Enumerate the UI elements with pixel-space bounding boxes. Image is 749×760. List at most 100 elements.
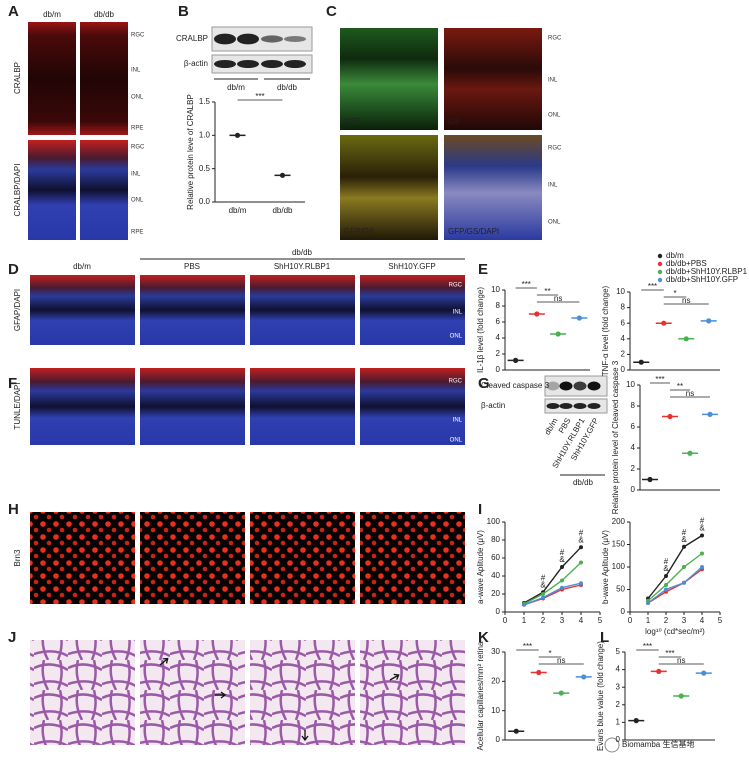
y-tick-label: 100 <box>487 517 501 526</box>
sig-label: & <box>663 564 669 573</box>
point <box>522 602 526 607</box>
y-tick-label: 0 <box>496 735 501 744</box>
dot <box>513 357 519 363</box>
y-tick-label: 0.5 <box>199 164 211 173</box>
micrograph <box>30 275 135 345</box>
panel-letter: E <box>478 261 488 278</box>
legend-marker <box>657 261 663 267</box>
band <box>559 381 573 391</box>
layer-label: ONL <box>131 198 144 204</box>
label: db/m <box>43 10 61 19</box>
panel-letter: H <box>8 501 19 518</box>
sig-label: *** <box>523 642 532 651</box>
micrograph <box>250 275 355 345</box>
arrow <box>389 673 400 681</box>
sig-label: ** <box>544 287 550 296</box>
dot <box>555 331 561 337</box>
sig-label: # <box>560 548 565 557</box>
stain-label: GFP/GS <box>344 227 374 236</box>
micrograph <box>140 368 245 445</box>
sig-label: & <box>540 580 546 589</box>
y-tick-label: 8 <box>621 303 626 312</box>
point <box>682 544 686 549</box>
arrow <box>159 657 169 666</box>
label: db/db <box>94 10 115 19</box>
point <box>560 578 564 583</box>
y-tick-label: 30 <box>491 647 500 656</box>
y-tick-label: 0 <box>631 485 636 494</box>
sig-label: ns <box>677 656 685 665</box>
watermark-icon <box>604 737 620 753</box>
x-tick-label: 5 <box>718 616 723 625</box>
micrograph <box>30 368 135 445</box>
panel-letter: G <box>478 375 490 392</box>
point <box>700 565 704 569</box>
sig-label: *** <box>655 375 664 384</box>
y-tick-label: 5 <box>616 647 621 656</box>
sig-label: *** <box>255 92 264 101</box>
series-line <box>523 582 582 606</box>
label: db/db <box>573 478 594 487</box>
dot <box>707 411 713 417</box>
dot <box>687 450 693 456</box>
label: db/m <box>543 416 560 436</box>
dot <box>683 336 689 342</box>
sig-label: *** <box>648 282 657 291</box>
legend-marker <box>657 269 663 275</box>
sig-label: *** <box>665 649 674 658</box>
x-tick-label: 4 <box>579 616 584 625</box>
y-tick-label: 4 <box>496 333 501 342</box>
sig-label: & <box>559 555 565 564</box>
y-tick-label: 6 <box>621 318 626 327</box>
band <box>261 60 283 68</box>
micrograph <box>30 512 135 604</box>
micrograph <box>140 512 245 604</box>
y-tick-label: 60 <box>491 553 500 562</box>
layer-label: RPE <box>131 230 143 236</box>
y-tick-label: 0 <box>621 365 626 374</box>
micrograph <box>340 135 438 240</box>
x-tick-label: 2 <box>664 616 669 625</box>
layer-label: INL <box>131 68 141 74</box>
label: db/db <box>277 83 298 92</box>
layer-label: RGC <box>449 283 463 289</box>
dot <box>234 132 241 138</box>
series-line <box>523 561 582 605</box>
stain-label: CRALBP/DAPI <box>13 164 22 217</box>
layer-label: INL <box>548 183 558 189</box>
legend-marker <box>657 253 663 259</box>
y-tick-label: 1.0 <box>199 130 211 139</box>
x-tick-label: 5 <box>598 616 603 625</box>
point <box>579 581 583 586</box>
x-tick-label: 2 <box>541 616 546 625</box>
panel-letter: A <box>8 3 19 20</box>
dot <box>279 172 286 178</box>
sig-label: ** <box>677 382 683 391</box>
x-tick-label: 3 <box>560 616 565 625</box>
y-axis-label: b-wave Aplitude (μV) <box>601 530 610 604</box>
y-tick-label: 4 <box>621 334 626 343</box>
micrograph <box>250 640 355 745</box>
arrow <box>301 730 309 742</box>
sig-label: *** <box>643 642 652 651</box>
y-tick-label: 2 <box>616 700 621 709</box>
band <box>559 403 573 409</box>
x-tick-label: db/m <box>229 206 247 215</box>
panel-letter: B <box>178 3 189 20</box>
label: db/db <box>292 248 313 257</box>
point <box>682 580 686 585</box>
y-tick-label: 6 <box>631 422 636 431</box>
micrograph <box>28 140 76 240</box>
legend-label: db/db+ShH10Y.RLBP1 <box>666 267 748 276</box>
micrograph <box>80 140 128 240</box>
micrograph <box>360 275 465 345</box>
label: β-actin <box>481 401 505 410</box>
layer-label: INL <box>131 172 141 178</box>
point <box>560 585 564 590</box>
dot <box>576 315 582 321</box>
micrograph <box>444 28 542 130</box>
dot <box>661 320 667 326</box>
layer-label: RGC <box>548 36 562 42</box>
x-tick-label: 0 <box>628 616 633 625</box>
micrograph <box>28 22 76 135</box>
